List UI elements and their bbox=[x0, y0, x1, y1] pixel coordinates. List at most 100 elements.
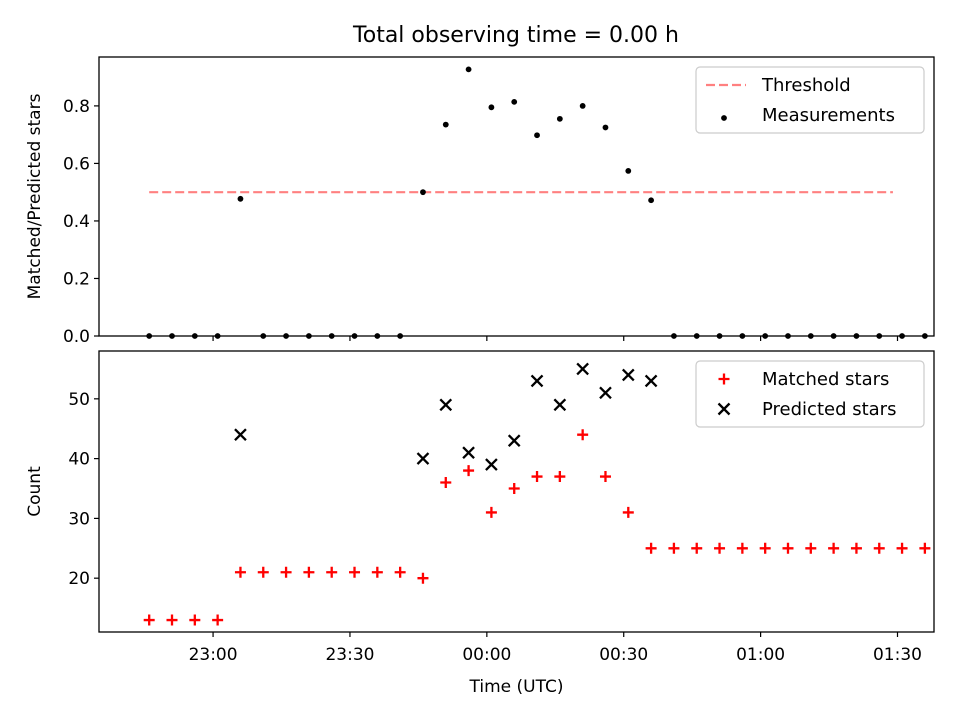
measurement-point bbox=[283, 333, 289, 339]
measurement-point bbox=[442, 121, 449, 128]
predicted-star-point bbox=[485, 458, 498, 471]
matched-star-point bbox=[394, 566, 406, 578]
matched-star-point bbox=[280, 566, 292, 578]
matched-star-point bbox=[463, 465, 475, 477]
matched-star-point bbox=[599, 471, 611, 483]
matched-star-point bbox=[828, 542, 840, 554]
measurement-point bbox=[853, 333, 860, 339]
measurement-point bbox=[351, 333, 358, 339]
measurement-point bbox=[648, 197, 655, 204]
ratio-ytick-label: 0.6 bbox=[63, 154, 90, 174]
measurement-point bbox=[693, 333, 700, 339]
matched-star-point bbox=[326, 566, 338, 578]
legend-label: Threshold bbox=[761, 75, 851, 96]
time-tick-label: 00:00 bbox=[462, 645, 511, 665]
measurement-point bbox=[625, 168, 632, 174]
ratio-legend-box bbox=[695, 66, 925, 134]
time-tick-label: 23:00 bbox=[189, 645, 238, 665]
measurement-point bbox=[876, 333, 883, 339]
measurement-point bbox=[420, 189, 426, 196]
measurement-point bbox=[716, 333, 723, 339]
measurement-point bbox=[739, 333, 746, 339]
measurement-point bbox=[785, 333, 791, 339]
measurement-point bbox=[921, 333, 928, 339]
time-tick-label: 01:30 bbox=[873, 645, 922, 665]
predicted-star-point bbox=[576, 362, 589, 376]
matched-star-point bbox=[805, 542, 817, 554]
matched-star-point bbox=[919, 542, 931, 554]
matched-star-point bbox=[896, 542, 908, 554]
measurement-point bbox=[488, 104, 495, 111]
count-legend-box bbox=[695, 360, 925, 428]
measurement-point bbox=[214, 333, 221, 339]
count-ytick-label: 30 bbox=[68, 509, 90, 529]
measurement-point bbox=[671, 333, 677, 339]
ratio-legend: Threshold Measurements bbox=[695, 66, 925, 134]
predicted-star-point bbox=[621, 368, 635, 382]
matched-star-point bbox=[440, 477, 452, 489]
ratio-ytick-label: 0.0 bbox=[63, 327, 90, 347]
count-ytick-label: 40 bbox=[68, 450, 90, 470]
matched-star-point bbox=[577, 429, 589, 441]
predicted-star-point bbox=[416, 452, 430, 465]
matched-star-point bbox=[736, 542, 748, 554]
legend-label: Measurements bbox=[762, 105, 895, 126]
bottom-panel: 20 30 40 50 23:00 23:30 00:00 00:30 01:00 01:30 Co… bbox=[25, 350, 935, 697]
measurement-point bbox=[146, 333, 153, 339]
measurement-point bbox=[556, 115, 563, 122]
measurement-point bbox=[579, 102, 586, 109]
matched-star-point bbox=[691, 542, 703, 554]
measurement-point bbox=[830, 333, 837, 339]
matched-star-point bbox=[873, 542, 885, 554]
matched-star-point bbox=[850, 542, 862, 554]
measurement-point bbox=[602, 124, 609, 131]
matched-star-point bbox=[143, 614, 155, 626]
matched-star-point bbox=[759, 542, 771, 554]
x-axis-label: Time (UTC) bbox=[469, 677, 564, 697]
predicted-star-point bbox=[530, 374, 544, 388]
count-legend: Matched stars Predicted stars bbox=[695, 360, 925, 428]
ratio-ytick-label: 0.2 bbox=[63, 269, 90, 289]
predicted-star-point bbox=[553, 398, 567, 412]
matched-star-point bbox=[189, 614, 201, 626]
matched-star-point bbox=[349, 566, 361, 578]
measurement-point bbox=[237, 195, 244, 202]
measurement-point bbox=[397, 333, 404, 339]
legend-matched-swatch bbox=[718, 373, 730, 385]
ratio-ytick-label: 0.8 bbox=[63, 97, 90, 117]
matched-star-point bbox=[645, 542, 657, 554]
matched-star-point bbox=[554, 471, 566, 483]
matched-star-point bbox=[212, 614, 224, 626]
legend-predicted-swatch bbox=[717, 402, 731, 416]
measurement-point bbox=[305, 333, 312, 339]
matched-star-point bbox=[485, 506, 497, 518]
count-ytick-label: 20 bbox=[68, 569, 90, 589]
predicted-star-point bbox=[462, 446, 475, 459]
measurement-point bbox=[465, 66, 472, 73]
measurement-point bbox=[374, 333, 381, 339]
count-plot-frame bbox=[98, 350, 935, 633]
ratio-plot-frame bbox=[98, 56, 935, 337]
measurement-point bbox=[260, 333, 267, 339]
ratio-ytick-label: 0.4 bbox=[63, 212, 90, 232]
predicted-star-point bbox=[439, 398, 453, 412]
time-tick-label: 00:30 bbox=[599, 645, 648, 665]
matched-star-point bbox=[782, 542, 794, 554]
matched-star-point bbox=[668, 542, 680, 554]
measurement-point bbox=[191, 333, 198, 339]
measurement-point bbox=[899, 333, 905, 339]
count-y-axis-label: Count bbox=[25, 466, 45, 517]
predicted-star-point bbox=[599, 386, 612, 400]
matched-star-point bbox=[531, 471, 543, 483]
chart-title: Total observing time = 0.00 h bbox=[352, 23, 679, 48]
top-panel: 0.0 0.2 0.4 0.6 0.8 Matched/Predicted stars Th… bbox=[25, 56, 935, 347]
matched-star-point bbox=[234, 566, 246, 578]
measurement-point bbox=[762, 333, 769, 339]
measurement-point bbox=[169, 333, 175, 339]
predicted-star-point bbox=[644, 374, 658, 388]
measurement-point bbox=[807, 333, 814, 339]
matched-star-point bbox=[417, 572, 429, 584]
measurement-point bbox=[328, 333, 335, 339]
matched-star-point bbox=[371, 566, 383, 578]
